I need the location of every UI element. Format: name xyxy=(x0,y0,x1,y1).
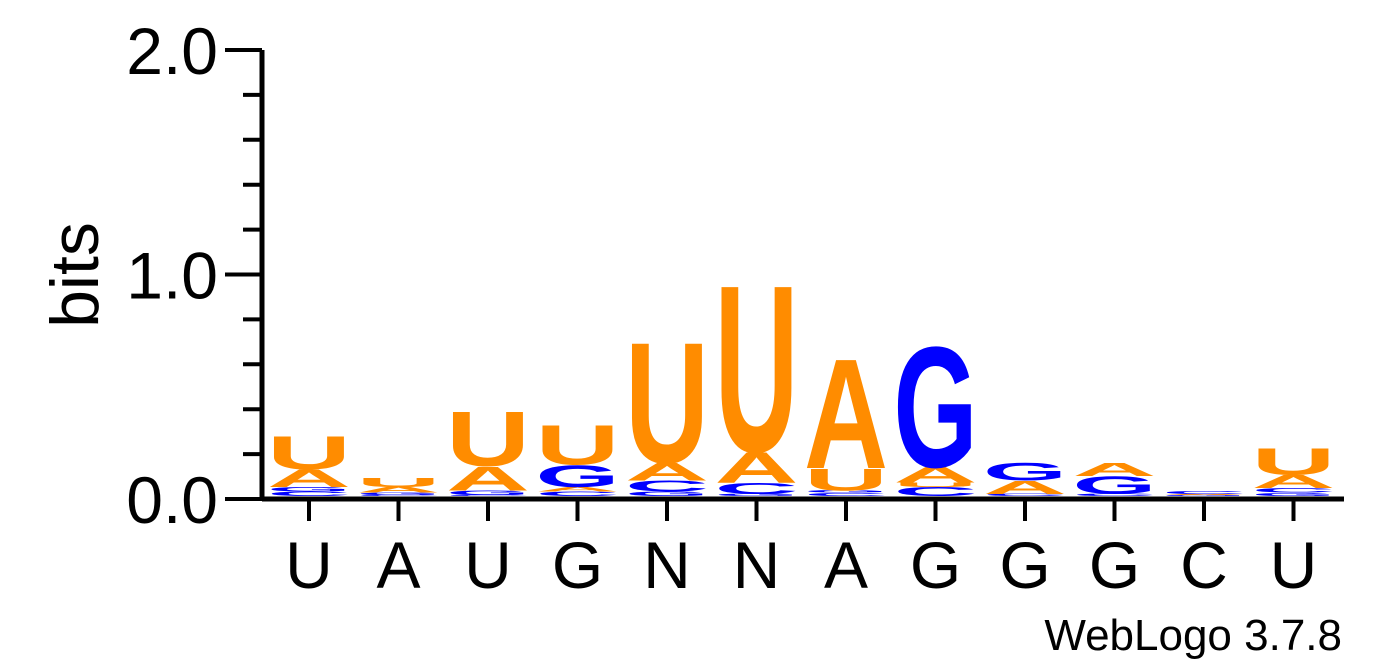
logo-letter-G: G xyxy=(804,490,888,494)
logo-letter-G: G xyxy=(357,492,441,496)
logo-letter-U: U xyxy=(625,306,709,499)
x-tick-label: G xyxy=(999,528,1050,602)
logo-letter-C: C xyxy=(267,490,351,497)
logo-letter-A: A xyxy=(894,463,978,488)
logo-letter-C: C xyxy=(1252,487,1336,494)
x-tick-label: U xyxy=(464,528,512,602)
logo-letter-G: G xyxy=(1073,471,1157,499)
logo-letter-A: A xyxy=(446,459,530,498)
logo-letter-A: A xyxy=(1162,493,1246,495)
logo-letter-C: C xyxy=(715,480,799,498)
logo-letter-A: A xyxy=(715,443,799,492)
logo-letter-C: C xyxy=(446,495,530,497)
logo-letter-A: A xyxy=(267,465,351,493)
logo-stack: CGA xyxy=(1073,459,1157,499)
logo-letter-G: G xyxy=(267,486,351,493)
logo-letter-A: A xyxy=(357,486,441,495)
logo-letter-U: U xyxy=(357,476,441,490)
logo-letter-A: A xyxy=(625,458,709,486)
logo-letter-C: C xyxy=(1073,493,1157,497)
logo-letter-U: U xyxy=(536,415,620,478)
logo-letter-A: A xyxy=(983,477,1067,498)
y-tick-label: 2.0 xyxy=(126,14,218,88)
logo-stack: GAC xyxy=(1162,490,1246,497)
x-tick-label: N xyxy=(733,528,781,602)
y-axis: 0.0 1.0 2.0 xyxy=(126,14,265,537)
x-tick-label: A xyxy=(824,528,868,602)
y-axis-label: bits xyxy=(37,222,113,328)
x-tick-label: U xyxy=(285,528,333,602)
y-tick-label: 0.0 xyxy=(126,463,218,537)
logo-letter-C: C xyxy=(625,477,709,495)
logo-letter-G: G xyxy=(446,489,530,496)
logo-letter-U: U xyxy=(804,462,888,497)
logo-letter-A: A xyxy=(536,486,620,493)
logo-letter-C: C xyxy=(536,490,620,497)
logo-letter-C: C xyxy=(894,485,978,499)
x-tick-label: U xyxy=(1270,528,1318,602)
x-tick-label: G xyxy=(1089,528,1140,602)
x-tick-label: G xyxy=(910,528,961,602)
logo-letter-G: G xyxy=(983,458,1067,486)
logo-letter-A: A xyxy=(1073,459,1157,480)
logo-letter-A: A xyxy=(804,326,888,501)
x-tick-label: N xyxy=(643,528,691,602)
x-tick-label: C xyxy=(1180,528,1228,602)
logo-letter-C: C xyxy=(357,495,441,497)
logo-letter-G: G xyxy=(715,493,799,497)
logo-letter-A: A xyxy=(1252,471,1336,492)
logo-letter-U: U xyxy=(446,396,530,483)
logo-letter-C: C xyxy=(1162,490,1246,495)
x-tick-label: G xyxy=(552,528,603,602)
logo-stack: CAG xyxy=(983,458,1067,498)
logo-letter-G: G xyxy=(894,310,978,503)
x-tick-label: A xyxy=(376,528,420,602)
logo-letter-U: U xyxy=(894,481,978,488)
y-tick-label: 1.0 xyxy=(126,239,218,313)
logo-letter-G: G xyxy=(625,490,709,497)
logo-letter-C: C xyxy=(983,493,1067,497)
logo-letter-U: U xyxy=(267,426,351,479)
logo-letter-G: G xyxy=(536,459,620,494)
logo-letter-G: G xyxy=(1252,492,1336,497)
logo-letter-U: U xyxy=(715,236,799,502)
logo-letter-C: C xyxy=(804,492,888,497)
logo-letter-G: G xyxy=(1162,495,1246,497)
logo-letter-U: U xyxy=(1252,441,1336,483)
weblogo-credit: WebLogo 3.7.8 xyxy=(1044,611,1342,660)
